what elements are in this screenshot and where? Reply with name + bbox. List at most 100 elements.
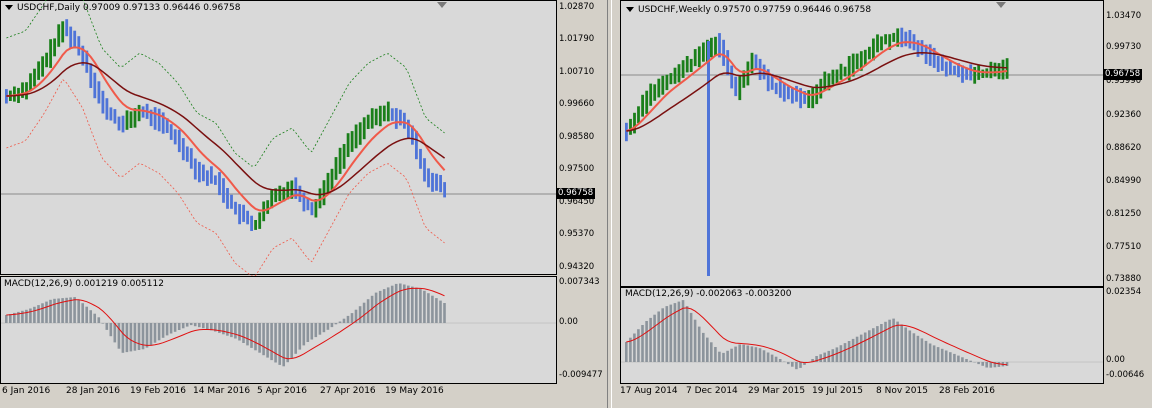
- price-label: 0.81250: [1106, 209, 1142, 219]
- macd-histogram-bar: [5, 315, 8, 323]
- weekly-time-axis: 17 Aug 2014 7 Dec 2014 29 Mar 2015 19 Ju…: [620, 386, 1102, 400]
- macd-histogram-bar: [823, 352, 826, 362]
- price-bar: [827, 73, 831, 91]
- price-bar: [799, 88, 802, 109]
- macd-histogram-bar: [989, 362, 993, 368]
- dropdown-triangle-icon[interactable]: [5, 4, 13, 10]
- macd-histogram-bar: [153, 323, 157, 343]
- macd-histogram-bar: [916, 335, 920, 362]
- price-bar: [685, 56, 689, 73]
- price-bar: [653, 84, 657, 101]
- macd-histogram-bar: [431, 295, 434, 323]
- price-bar: [669, 73, 673, 85]
- macd-histogram-bar: [45, 301, 48, 323]
- price-bar: [374, 108, 378, 126]
- price-bar: [916, 40, 920, 57]
- price-bar: [415, 130, 418, 160]
- macd-histogram-bar: [977, 362, 980, 365]
- macd-histogram-bar: [774, 356, 778, 362]
- daily-price-pane[interactable]: [0, 0, 557, 277]
- date-label: 7 Dec 2014: [686, 386, 738, 396]
- macd-histogram-bar: [282, 323, 285, 367]
- price-bar: [411, 125, 414, 145]
- date-label: 28 Jan 2016: [66, 386, 120, 396]
- price-bar: [702, 42, 705, 62]
- price-bar: [746, 61, 750, 86]
- price-bar: [707, 41, 710, 276]
- dropdown-triangle-icon[interactable]: [626, 6, 634, 12]
- price-bar: [153, 107, 157, 130]
- macd-histogram-bar: [97, 317, 101, 323]
- price-bar: [811, 88, 815, 109]
- macd-histogram-bar: [169, 323, 173, 334]
- chart-shift-marker-icon[interactable]: [996, 2, 1006, 8]
- macd-histogram-bar: [969, 360, 972, 362]
- macd-histogram-bar: [932, 345, 936, 362]
- price-bar: [101, 90, 105, 114]
- price-bar: [766, 69, 770, 92]
- macd-histogram-bar: [266, 323, 269, 358]
- macd-histogram-bar: [234, 323, 237, 339]
- price-bar: [993, 62, 997, 77]
- price-bar: [689, 58, 693, 72]
- price-bar: [390, 108, 394, 121]
- price-bar: [77, 36, 81, 56]
- window-separator[interactable]: [607, 0, 612, 408]
- macd-histogram-bar: [766, 352, 770, 362]
- daily-chart-window[interactable]: USDCHF,Daily 0.97009 0.97133 0.96446 0.9…: [0, 0, 607, 408]
- macd-histogram-bar: [113, 323, 117, 343]
- macd-histogram-bar: [435, 298, 438, 323]
- macd-histogram-bar: [278, 323, 281, 365]
- macd-histogram-bar: [374, 292, 378, 323]
- daily-macd-pane[interactable]: [0, 276, 557, 384]
- price-label: 0.73880: [1106, 274, 1142, 284]
- price-label: 1.03470: [1106, 11, 1142, 21]
- macd-histogram-bar: [936, 347, 940, 362]
- price-bar: [202, 164, 205, 182]
- macd-histogram-bar: [924, 340, 928, 362]
- macd-histogram-bar: [665, 306, 669, 362]
- macd-histogram-bar: [661, 308, 664, 362]
- price-bar: [29, 73, 32, 92]
- daily-macd-title: MACD(12,26,9) 0.001219 0.005112: [4, 279, 164, 289]
- macd-histogram-bar: [730, 348, 733, 362]
- price-bar: [936, 56, 940, 72]
- price-bar: [214, 175, 217, 185]
- macd-histogram-bar: [37, 305, 40, 323]
- macd-histogram-bar: [93, 313, 96, 323]
- price-bar: [41, 56, 44, 77]
- price-bar: [754, 54, 758, 70]
- price-bar: [93, 72, 97, 99]
- price-bar: [928, 44, 932, 66]
- weekly-chart-window[interactable]: USDCHF,Weekly 0.97570 0.97759 0.96446 0.…: [612, 0, 1152, 408]
- envelope-lower-line: [6, 78, 445, 277]
- price-bar: [222, 178, 225, 203]
- macd-histogram-bar: [101, 323, 105, 324]
- macd-histogram-bar: [706, 337, 709, 362]
- price-bar: [334, 157, 338, 180]
- macd-histogram-bar: [342, 318, 346, 323]
- price-bar: [665, 74, 669, 91]
- macd-histogram-bar: [198, 323, 201, 328]
- macd-histogram-bar: [53, 298, 56, 323]
- price-bar: [423, 158, 426, 182]
- price-bar: [782, 82, 786, 102]
- macd-histogram-bar: [242, 323, 245, 343]
- daily-time-axis: 6 Jan 2016 28 Jan 2016 19 Feb 2016 14 Ma…: [0, 386, 555, 400]
- macd-histogram-bar: [326, 323, 330, 330]
- macd-label: 0.00: [559, 317, 578, 327]
- price-bar: [774, 82, 778, 95]
- price-bar: [443, 182, 446, 198]
- weekly-price-pane[interactable]: [620, 0, 1104, 287]
- macd-histogram-bar: [137, 323, 141, 350]
- chart-shift-marker-icon[interactable]: [437, 2, 447, 8]
- weekly-macd-pane[interactable]: [620, 287, 1104, 384]
- macd-histogram-bar: [246, 323, 249, 346]
- price-bar: [629, 118, 632, 135]
- macd-histogram-bar: [859, 334, 863, 362]
- price-bar: [633, 112, 636, 134]
- macd-histogram-bar: [710, 342, 713, 362]
- daily-price-plot: [1, 0, 556, 277]
- macd-histogram-bar: [354, 309, 358, 323]
- price-bar: [677, 64, 681, 83]
